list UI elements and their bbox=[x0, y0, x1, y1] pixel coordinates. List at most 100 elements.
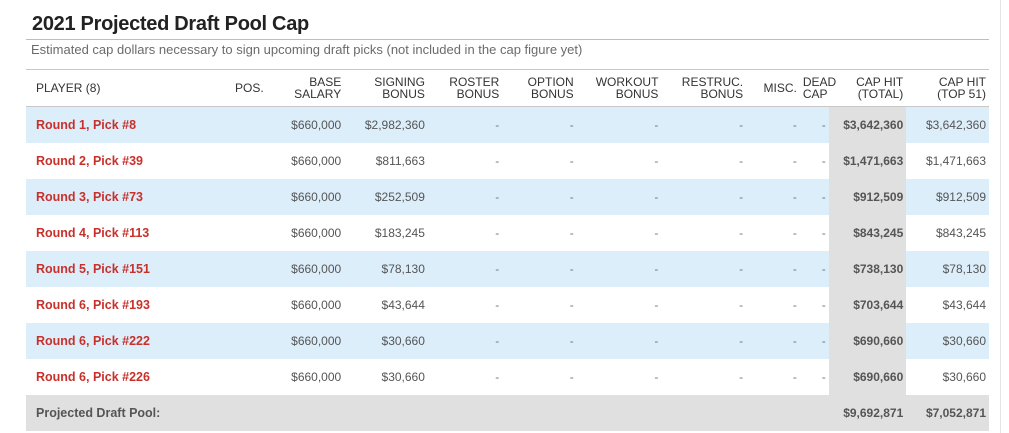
cell-roster-bonus: - bbox=[427, 143, 503, 179]
col-header-player[interactable]: PLAYER (8) bbox=[26, 69, 228, 107]
col-header-roster-bonus[interactable]: ROSTER BONUS bbox=[427, 69, 503, 107]
cell-pos bbox=[227, 179, 267, 215]
table-row: Round 1, Pick #8 $660,000 $2,982,360- - - - - -… bbox=[26, 106, 989, 143]
cell-restruc-bonus: - bbox=[661, 143, 747, 179]
col-header-signing-bonus[interactable]: SIGNING BONUS bbox=[344, 69, 428, 107]
cell-dead-cap: - bbox=[799, 359, 829, 395]
cell-cap-hit-top51: $3,642,360 bbox=[906, 106, 989, 143]
cell-option-bonus: - bbox=[502, 359, 577, 395]
cell-cap-hit-total: $703,644 bbox=[828, 287, 907, 323]
cell-restruc-bonus: - bbox=[661, 215, 747, 251]
cell-cap-hit-top51: $30,660 bbox=[906, 323, 989, 359]
cell-cap-hit-total: $912,509 bbox=[828, 179, 907, 215]
col-header-dead-cap[interactable]: DEAD CAP bbox=[799, 69, 836, 107]
col-header-option-bonus[interactable]: OPTION BONUS bbox=[502, 69, 577, 107]
cell-misc: - bbox=[746, 106, 800, 143]
cell-cap-hit-total: $843,245 bbox=[828, 215, 907, 251]
cell-pos bbox=[227, 143, 267, 179]
cell-option-bonus: - bbox=[502, 251, 577, 287]
cell-restruc-bonus: - bbox=[661, 106, 747, 143]
cell-workout-bonus: - bbox=[576, 215, 662, 251]
cell-cap-hit-total: $3,642,360 bbox=[828, 106, 907, 143]
table-row: Round 6, Pick #193 $660,000 $43,644- - - - - - $… bbox=[26, 287, 989, 323]
section-subtitle: Estimated cap dollars necessary to sign … bbox=[31, 42, 583, 57]
col-header-workout-bonus[interactable]: WORKOUT BONUS bbox=[576, 69, 662, 107]
cell-signing-bonus: $2,982,360 bbox=[344, 106, 428, 143]
col-header-misc[interactable]: MISC. bbox=[746, 69, 800, 107]
cell-signing-bonus: $78,130 bbox=[344, 251, 428, 287]
cell-pos bbox=[227, 287, 267, 323]
cell-base-salary: $660,000 bbox=[266, 359, 345, 395]
cell-player[interactable]: Round 2, Pick #39 bbox=[26, 143, 228, 179]
cell-roster-bonus: - bbox=[427, 323, 503, 359]
cell-pos bbox=[227, 251, 267, 287]
cell-roster-bonus: - bbox=[427, 359, 503, 395]
footer-cap-hit-total: $9,692,871 bbox=[828, 395, 907, 431]
cell-dead-cap: - bbox=[799, 287, 829, 323]
col-header-cap-hit-top51[interactable]: CAP HIT (TOP 51) bbox=[906, 69, 989, 107]
cell-option-bonus: - bbox=[502, 143, 577, 179]
title-divider bbox=[26, 39, 989, 40]
cell-cap-hit-top51: $30,660 bbox=[906, 359, 989, 395]
cell-signing-bonus: $43,644 bbox=[344, 287, 428, 323]
table-row: Round 3, Pick #73 $660,000 $252,509- - - - - - $… bbox=[26, 179, 989, 215]
cell-pos bbox=[227, 106, 267, 143]
cell-misc: - bbox=[746, 251, 800, 287]
cell-roster-bonus: - bbox=[427, 179, 503, 215]
cell-workout-bonus: - bbox=[576, 287, 662, 323]
cell-player[interactable]: Round 1, Pick #8 bbox=[26, 106, 228, 143]
cell-restruc-bonus: - bbox=[661, 251, 747, 287]
cell-signing-bonus: $811,663 bbox=[344, 143, 428, 179]
cell-roster-bonus: - bbox=[427, 106, 503, 143]
table-header-row: PLAYER (8) POS. BASE SALARY SIGNING BONUS … bbox=[26, 69, 989, 107]
cell-pos bbox=[227, 359, 267, 395]
cell-workout-bonus: - bbox=[576, 251, 662, 287]
cell-misc: - bbox=[746, 215, 800, 251]
col-header-restruc-bonus[interactable]: RESTRUC. BONUS bbox=[661, 69, 747, 107]
cell-base-salary: $660,000 bbox=[266, 143, 345, 179]
cell-signing-bonus: $183,245 bbox=[344, 215, 428, 251]
cell-misc: - bbox=[746, 179, 800, 215]
cell-base-salary: $660,000 bbox=[266, 106, 345, 143]
cell-misc: - bbox=[746, 359, 800, 395]
footer-label: Projected Draft Pool: bbox=[26, 395, 228, 431]
cell-misc: - bbox=[746, 323, 800, 359]
cell-pos bbox=[227, 215, 267, 251]
cell-player[interactable]: Round 4, Pick #113 bbox=[26, 215, 228, 251]
cell-base-salary: $660,000 bbox=[266, 251, 345, 287]
table-footer-row: Projected Draft Pool: $9,692,871 $7,052,… bbox=[26, 395, 989, 431]
col-header-base-salary[interactable]: BASE SALARY bbox=[266, 69, 345, 107]
table-body: Round 1, Pick #8 $660,000 $2,982,360- - - - - -… bbox=[26, 106, 989, 395]
cell-workout-bonus: - bbox=[576, 323, 662, 359]
cell-pos bbox=[227, 323, 267, 359]
cell-player[interactable]: Round 6, Pick #222 bbox=[26, 323, 228, 359]
table-row: Round 6, Pick #226 $660,000 $30,660- - - - - - $… bbox=[26, 359, 989, 395]
cell-restruc-bonus: - bbox=[661, 359, 747, 395]
cell-misc: - bbox=[746, 287, 800, 323]
cell-option-bonus: - bbox=[502, 106, 577, 143]
cell-roster-bonus: - bbox=[427, 287, 503, 323]
cell-cap-hit-top51: $843,245 bbox=[906, 215, 989, 251]
cell-player[interactable]: Round 6, Pick #193 bbox=[26, 287, 228, 323]
cell-signing-bonus: $30,660 bbox=[344, 323, 428, 359]
cell-player[interactable]: Round 3, Pick #73 bbox=[26, 179, 228, 215]
section-title: 2021 Projected Draft Pool Cap bbox=[32, 13, 309, 35]
cell-dead-cap: - bbox=[799, 143, 829, 179]
cell-dead-cap: - bbox=[799, 323, 829, 359]
cell-roster-bonus: - bbox=[427, 251, 503, 287]
cell-cap-hit-top51: $1,471,663 bbox=[906, 143, 989, 179]
table-row: Round 5, Pick #151 $660,000 $78,130- - - - - - $… bbox=[26, 251, 989, 287]
cell-player[interactable]: Round 5, Pick #151 bbox=[26, 251, 228, 287]
cell-cap-hit-top51: $43,644 bbox=[906, 287, 989, 323]
table-row: Round 2, Pick #39 $660,000 $811,663- - - - - - $… bbox=[26, 143, 989, 179]
cell-workout-bonus: - bbox=[576, 179, 662, 215]
cell-cap-hit-total: $1,471,663 bbox=[828, 143, 907, 179]
cell-player[interactable]: Round 6, Pick #226 bbox=[26, 359, 228, 395]
col-header-pos[interactable]: POS. bbox=[227, 69, 267, 107]
cell-signing-bonus: $30,660 bbox=[344, 359, 428, 395]
cell-base-salary: $660,000 bbox=[266, 287, 345, 323]
cell-misc: - bbox=[746, 143, 800, 179]
cell-cap-hit-total: $690,660 bbox=[828, 323, 907, 359]
cell-dead-cap: - bbox=[799, 106, 829, 143]
col-header-cap-hit-total[interactable]: CAP HIT (TOTAL) bbox=[828, 69, 907, 107]
